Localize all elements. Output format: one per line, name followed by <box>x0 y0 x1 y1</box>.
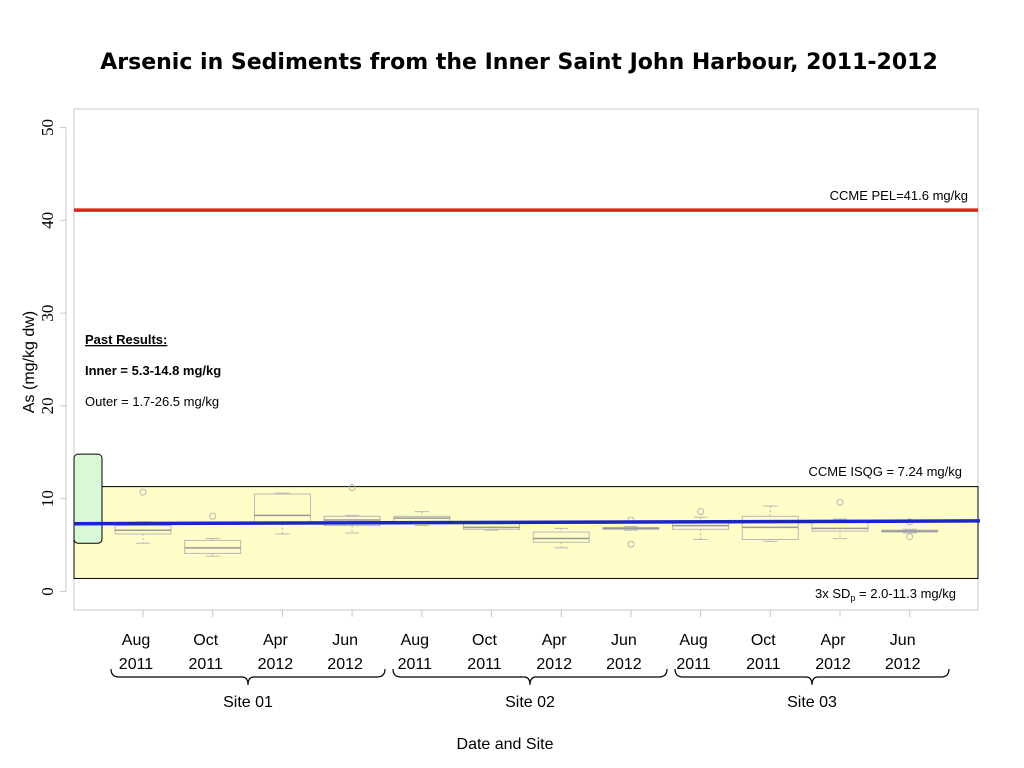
box-outlier <box>836 498 844 506</box>
pel-label: CCME PEL=41.6 mg/kg <box>830 188 968 203</box>
box-iqr <box>323 515 381 527</box>
x-tick-month: Oct <box>193 632 218 649</box>
y-tick-label: 50 <box>38 119 57 136</box>
x-tick-month: Apr <box>542 632 568 649</box>
site-label: Site 03 <box>787 694 837 711</box>
x-tick-month: Oct <box>472 632 497 649</box>
box-outlier <box>139 488 147 496</box>
isqg-line <box>73 519 981 526</box>
y-tick-label: 30 <box>38 305 57 322</box>
x-tick-year: 2011 <box>746 656 781 673</box>
x-tick-month: Oct <box>751 632 776 649</box>
site-bracket <box>674 668 950 686</box>
box-outlier <box>348 484 356 492</box>
past-results-heading: Past Results: <box>85 332 167 347</box>
isqg-label: CCME ISQG = 7.24 mg/kg <box>808 464 962 479</box>
y-tick-label: 20 <box>38 397 57 414</box>
x-tick-month: Apr <box>263 632 289 649</box>
site-bracket <box>110 668 386 686</box>
x-tick-year: 2012 <box>815 656 851 673</box>
x-tick-month: Aug <box>401 632 429 649</box>
x-tick-year: 2011 <box>188 656 223 673</box>
x-tick-year: 2012 <box>885 656 921 673</box>
site-bracket <box>392 668 668 686</box>
chart-title: Arsenic in Sediments from the Inner Sain… <box>100 50 938 75</box>
site-label: Site 02 <box>505 694 555 711</box>
box-outlier <box>906 533 914 541</box>
past-results-outer: Outer = 1.7-26.5 mg/kg <box>85 394 219 409</box>
x-tick-year: 2011 <box>467 656 502 673</box>
box-outlier <box>697 508 705 516</box>
x-tick-year: 2012 <box>327 656 363 673</box>
x-tick-year: 2012 <box>258 656 294 673</box>
y-tick-label: 0 <box>38 587 57 596</box>
box-iqr <box>532 531 590 543</box>
y-axis-label: As (mg/kg dw) <box>21 311 38 413</box>
past-results-inner: Inner = 5.3-14.8 mg/kg <box>85 363 221 378</box>
sd-range-label: 3x SDp = 2.0-11.3 mg/kg <box>815 586 956 603</box>
box-iqr <box>184 539 242 554</box>
plot-frame <box>73 108 979 611</box>
x-axis-label: Date and Site <box>457 736 554 753</box>
sd-range-band <box>73 486 979 579</box>
y-tick-label: 10 <box>38 490 57 507</box>
x-tick-month: Apr <box>821 632 847 649</box>
x-tick-year: 2011 <box>398 656 433 673</box>
x-tick-year: 2012 <box>536 656 572 673</box>
site-label: Site 01 <box>223 694 273 711</box>
x-tick-month: Aug <box>122 632 150 649</box>
y-tick-label: 40 <box>38 212 57 229</box>
x-tick-year: 2011 <box>676 656 711 673</box>
x-tick-year: 2012 <box>606 656 642 673</box>
x-tick-year: 2011 <box>119 656 154 673</box>
x-tick-month: Jun <box>890 632 916 649</box>
x-tick-month: Jun <box>611 632 637 649</box>
box-outlier <box>209 512 217 520</box>
x-tick-month: Jun <box>332 632 358 649</box>
box-outlier <box>627 540 635 548</box>
x-tick-month: Aug <box>679 632 707 649</box>
past-results-band <box>73 453 103 544</box>
